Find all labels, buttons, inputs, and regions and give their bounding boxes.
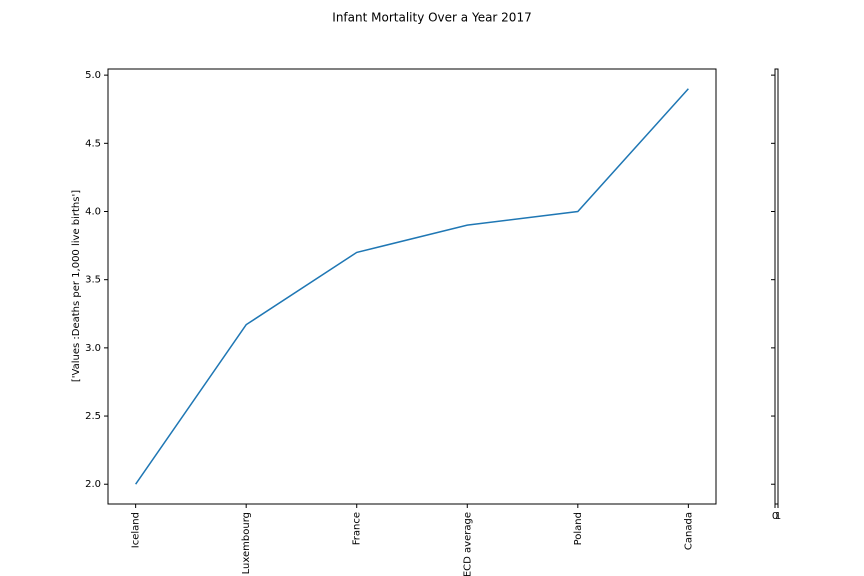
y-tick-label: 2.5 [85,411,101,422]
x-tick-label: Poland [573,512,584,545]
x-tick-label: 1 [775,511,781,522]
plot-frame [107,68,717,505]
x-tick-label: 0 [772,511,778,522]
x-tick-label: OECD average [462,512,473,576]
y-tick-label: 3.0 [85,343,101,354]
y-tick-label: 2.0 [85,479,101,490]
x-tick-label: France [352,512,363,545]
line-series [135,88,689,485]
y-tick-label: 5.0 [85,70,101,81]
plot-frame [774,68,779,505]
x-tick-label: Canada [683,512,694,550]
x-tick-label: Luxembourg [241,512,252,574]
y-tick-label: 4.0 [85,207,101,218]
y-tick-label: 3.5 [85,275,101,286]
chart-title: Infant Mortality Over a Year 2017 [332,11,531,25]
y-tick-label: 4.5 [85,138,101,149]
y-axis-label: ['Values :Deaths per 1,000 live births'] [71,190,82,382]
x-tick-label: Iceland [131,512,142,548]
